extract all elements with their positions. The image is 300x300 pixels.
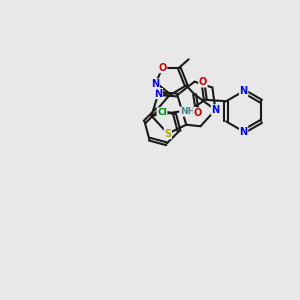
Text: N: N bbox=[154, 88, 162, 98]
Text: Cl: Cl bbox=[157, 108, 167, 117]
Text: N: N bbox=[240, 86, 248, 96]
Text: O: O bbox=[158, 63, 166, 73]
Text: N: N bbox=[211, 105, 220, 115]
Text: N: N bbox=[151, 79, 159, 89]
Text: S: S bbox=[164, 129, 171, 139]
Text: N: N bbox=[240, 127, 248, 136]
Text: O: O bbox=[199, 77, 207, 87]
Text: NH: NH bbox=[180, 107, 195, 116]
Text: O: O bbox=[194, 108, 202, 118]
